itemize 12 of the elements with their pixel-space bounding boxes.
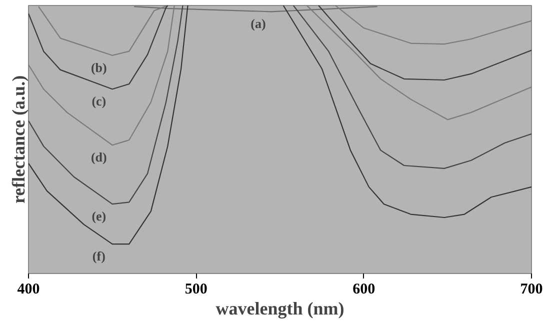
x-tick-label: 600	[352, 282, 376, 298]
series-label: (d)	[90, 150, 107, 165]
series-label: (e)	[92, 208, 106, 224]
series-label: (a)	[250, 16, 266, 32]
x-tick-label: 400	[17, 282, 40, 298]
series-label: (b)	[90, 60, 107, 75]
x-axis-title: wavelength (nm)	[216, 298, 344, 318]
x-tick-label: 700	[520, 282, 543, 298]
series-label: (f)	[92, 248, 106, 264]
series-label: (c)	[92, 94, 106, 109]
y-axis-title: reflectance (a.u.)	[8, 75, 28, 204]
x-tick-label: 500	[184, 282, 208, 298]
